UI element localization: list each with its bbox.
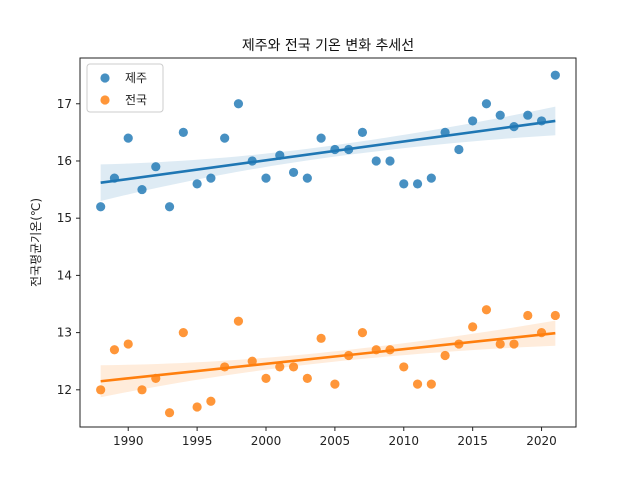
data-point [316, 333, 326, 343]
x-tick-label: 2010 [389, 434, 420, 448]
confidence-band-1 [100, 106, 556, 202]
data-point [412, 379, 423, 389]
data-point [468, 322, 478, 332]
data-point [385, 156, 395, 166]
data-point [151, 162, 161, 172]
y-axis-title: 전국평균기온(℃) [29, 198, 43, 287]
x-tick-label: 2015 [457, 434, 488, 448]
data-point [109, 345, 120, 355]
data-point [495, 110, 505, 120]
confidence-band-2 [100, 320, 556, 398]
data-point [164, 202, 175, 212]
data-point [178, 328, 188, 338]
x-tick-label: 2000 [251, 434, 282, 448]
x-axis: 1990 1995 2000 2005 2010 2015 2020 [113, 427, 557, 448]
y-tick-label: 12 [57, 383, 72, 397]
data-point [550, 310, 560, 321]
data-point [247, 356, 257, 366]
y-axis: 12 13 14 15 16 17 [57, 97, 80, 397]
series-1 [96, 70, 560, 212]
data-point [137, 385, 147, 395]
data-point [509, 339, 519, 349]
data-point [275, 362, 285, 372]
data-point [371, 156, 381, 166]
data-point [178, 127, 188, 137]
y-tick-label: 16 [57, 154, 72, 168]
data-point [523, 310, 533, 321]
data-point [233, 99, 244, 109]
data-point [164, 408, 175, 418]
chart-title: 제주와 전국 기온 변화 추세선 [242, 38, 414, 54]
plot-frame [79, 57, 577, 428]
data-point [96, 385, 106, 395]
legend-label: 전국 [125, 93, 147, 107]
legend-marker [100, 95, 110, 105]
y-tick-label: 14 [57, 268, 72, 282]
data-point [206, 396, 216, 406]
data-point [261, 173, 271, 183]
data-point [330, 379, 340, 389]
data-point [357, 328, 368, 338]
data-point [399, 179, 409, 189]
legend-marker [100, 73, 110, 83]
data-point [481, 305, 492, 315]
data-point [137, 184, 147, 195]
data-point [192, 402, 202, 412]
data-point [261, 373, 271, 383]
data-point [123, 133, 133, 143]
data-point [316, 133, 326, 143]
x-tick-label: 2020 [526, 434, 557, 448]
data-point [550, 70, 560, 80]
data-point [426, 173, 436, 183]
data-point [481, 99, 492, 109]
x-tick-label: 2005 [320, 434, 351, 448]
series-2 [96, 305, 560, 418]
data-point [220, 133, 230, 143]
data-point [288, 167, 299, 178]
legend-label: 제주 [125, 71, 147, 85]
data-point [233, 316, 244, 326]
data-point [440, 350, 450, 361]
data-point [495, 339, 505, 349]
x-tick-label: 1995 [182, 434, 213, 448]
x-tick-label: 1990 [113, 434, 144, 448]
data-point [206, 173, 216, 183]
data-point [412, 179, 423, 189]
data-point [468, 116, 478, 126]
data-point [357, 127, 368, 137]
data-point [302, 373, 312, 383]
trend-line-2 [100, 331, 556, 383]
data-point [454, 144, 464, 155]
data-point [426, 379, 436, 389]
data-point [192, 179, 202, 189]
y-tick-label: 17 [57, 97, 72, 111]
data-point [302, 173, 312, 183]
data-point [96, 202, 106, 212]
y-tick-label: 13 [57, 326, 72, 340]
data-point [288, 362, 299, 372]
data-point [123, 339, 133, 349]
trend-line-1 [100, 119, 556, 185]
plot-area [96, 70, 560, 418]
data-point [399, 362, 409, 372]
data-point [523, 110, 533, 120]
y-tick-label: 15 [57, 211, 72, 225]
